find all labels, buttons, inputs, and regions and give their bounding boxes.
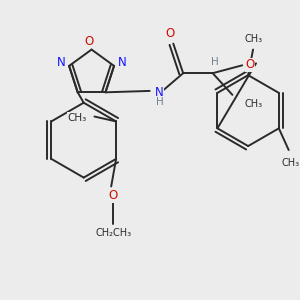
Text: O: O [166, 27, 175, 40]
Text: CH₃: CH₃ [282, 158, 300, 168]
Text: CH₃: CH₃ [245, 34, 263, 44]
Text: O: O [84, 35, 93, 48]
Text: CH₃: CH₃ [67, 112, 87, 122]
Text: N: N [118, 56, 126, 69]
Text: CH₃: CH₃ [244, 99, 262, 109]
Text: O: O [109, 189, 118, 202]
Text: N: N [154, 86, 163, 99]
Text: O: O [245, 58, 255, 71]
Text: H: H [211, 57, 218, 68]
Text: H: H [156, 97, 164, 107]
Text: N: N [57, 56, 66, 69]
Text: CH₂CH₃: CH₂CH₃ [95, 228, 131, 238]
